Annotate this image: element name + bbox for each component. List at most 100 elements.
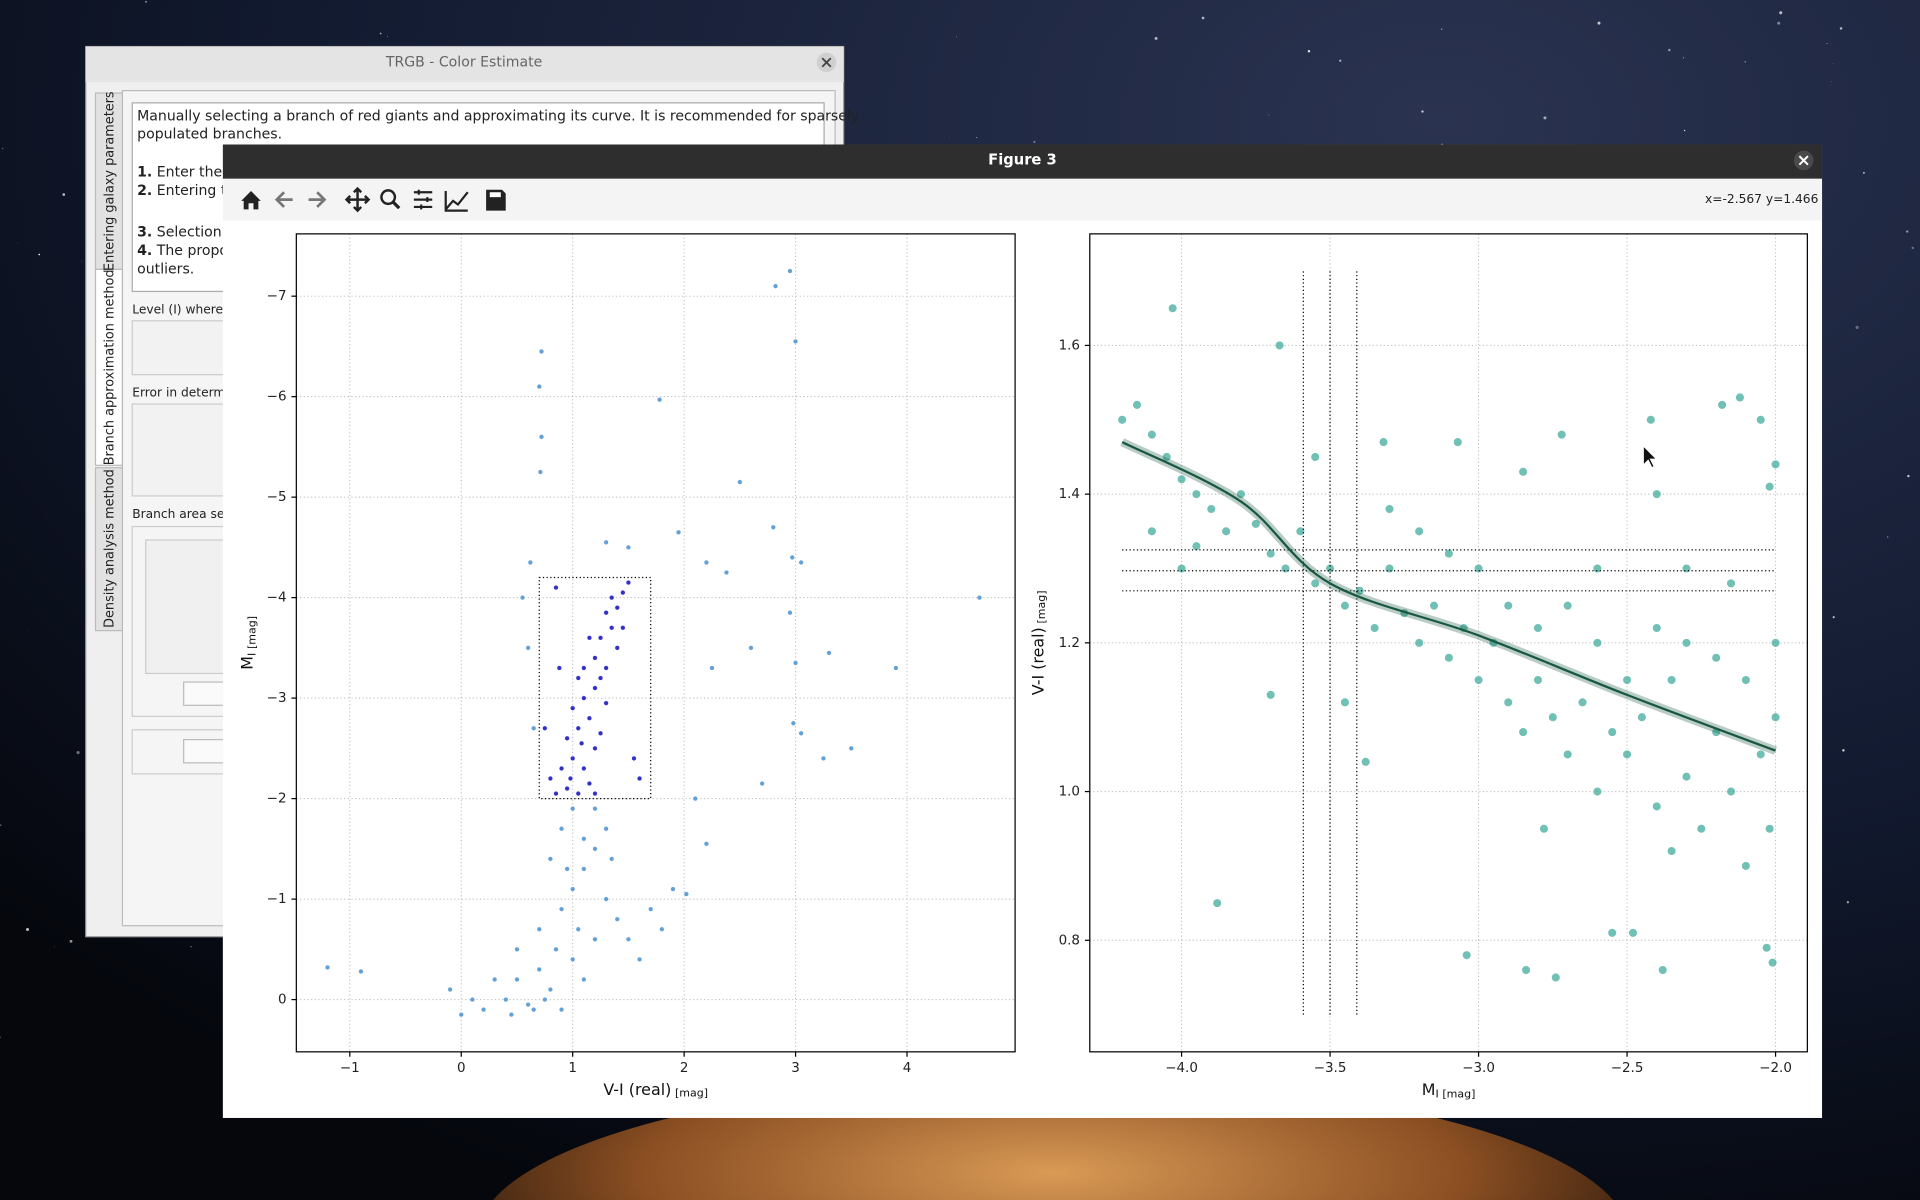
title-bar xyxy=(222,144,1823,179)
data-point xyxy=(657,397,663,403)
data-point xyxy=(1521,965,1531,975)
data-point xyxy=(1770,712,1781,722)
star xyxy=(1597,21,1601,25)
axis-label: MI [mag] xyxy=(237,616,258,670)
star xyxy=(26,927,29,931)
axis-label-unit: [mag] xyxy=(1442,1088,1475,1101)
mouse-cursor xyxy=(1642,444,1659,469)
tab[interactable] xyxy=(94,467,124,632)
data-point xyxy=(703,841,709,847)
data-point xyxy=(1681,638,1692,648)
data-point xyxy=(631,755,637,761)
data-point xyxy=(514,946,520,952)
data-point xyxy=(559,826,565,832)
data-point xyxy=(531,1007,537,1013)
data-point xyxy=(1717,400,1727,410)
data-point xyxy=(625,936,631,942)
configure-button[interactable] xyxy=(413,189,433,210)
star xyxy=(1683,129,1686,132)
edit-button[interactable] xyxy=(444,191,469,212)
data-point xyxy=(1132,400,1142,410)
star xyxy=(1033,140,1036,143)
data-point xyxy=(1310,578,1320,589)
data-point xyxy=(1551,972,1561,983)
x-tick-label: −1 xyxy=(340,1061,360,1076)
data-point xyxy=(1577,697,1588,708)
save-icon-detail xyxy=(489,192,501,198)
data-point xyxy=(553,946,559,952)
data-point xyxy=(1696,823,1707,834)
data-point xyxy=(586,781,592,787)
data-point xyxy=(614,605,620,611)
star xyxy=(0,1036,1,1038)
data-point xyxy=(592,685,598,691)
pan-button[interactable] xyxy=(344,186,371,213)
fit-line xyxy=(1121,441,1776,752)
star xyxy=(144,0,148,3)
data-point xyxy=(542,997,548,1003)
data-point xyxy=(538,434,545,440)
data-point xyxy=(1354,586,1365,596)
data-point xyxy=(1755,749,1766,760)
star xyxy=(1907,474,1910,478)
data-point xyxy=(637,776,643,782)
data-point xyxy=(1167,303,1178,314)
star xyxy=(1906,230,1909,233)
star xyxy=(1832,616,1835,619)
plot-area xyxy=(296,233,1016,1052)
data-point xyxy=(1741,861,1751,871)
data-point xyxy=(547,776,553,782)
step: 1. Enter the a xyxy=(137,165,235,181)
data-point xyxy=(1340,600,1350,611)
y-tick-label: 1.6 xyxy=(1059,338,1080,353)
data-point xyxy=(1735,392,1745,403)
step-text: The propo xyxy=(156,243,228,259)
y-tick-label: −4 xyxy=(267,591,287,606)
tab[interactable] xyxy=(94,92,124,270)
data-point xyxy=(520,595,526,601)
data-point xyxy=(637,956,643,962)
data-point xyxy=(1461,950,1472,960)
star xyxy=(1744,61,1746,63)
data-point xyxy=(826,650,832,656)
data-point xyxy=(1651,489,1662,499)
x-tick-label: 1 xyxy=(568,1061,577,1076)
home-button[interactable] xyxy=(241,191,261,210)
zoom-button[interactable] xyxy=(380,189,401,210)
star xyxy=(1421,110,1424,113)
star xyxy=(1862,171,1865,174)
data-point xyxy=(531,725,537,731)
data-point xyxy=(1384,504,1395,514)
data-point xyxy=(603,826,609,832)
data-point xyxy=(976,595,982,601)
data-point xyxy=(1666,675,1677,685)
data-point xyxy=(503,997,509,1003)
data-point xyxy=(592,745,598,751)
data-point xyxy=(542,725,548,731)
data-point xyxy=(570,956,576,962)
star xyxy=(0,824,2,826)
data-point xyxy=(709,665,715,671)
zoom-icon xyxy=(391,200,401,210)
star xyxy=(387,36,389,37)
data-point xyxy=(1280,563,1291,574)
data-point xyxy=(1503,697,1514,708)
data-point xyxy=(1176,563,1187,574)
data-point xyxy=(538,348,545,354)
data-point xyxy=(737,479,743,485)
star xyxy=(1855,325,1859,329)
y-tick-label: −1 xyxy=(267,892,287,907)
star xyxy=(1826,43,1828,44)
back-button[interactable] xyxy=(274,191,293,208)
data-point xyxy=(1295,526,1306,537)
star xyxy=(38,253,41,256)
data-point xyxy=(537,469,543,475)
close-icon xyxy=(1798,155,1809,166)
step: 4. The propo xyxy=(137,243,228,259)
data-point xyxy=(1726,578,1736,589)
step: 3. Selection c xyxy=(137,225,234,241)
data-point xyxy=(525,645,531,651)
tab-label: Branch approximation method xyxy=(103,269,118,465)
forward-button[interactable] xyxy=(308,191,327,208)
star xyxy=(1830,81,1832,83)
